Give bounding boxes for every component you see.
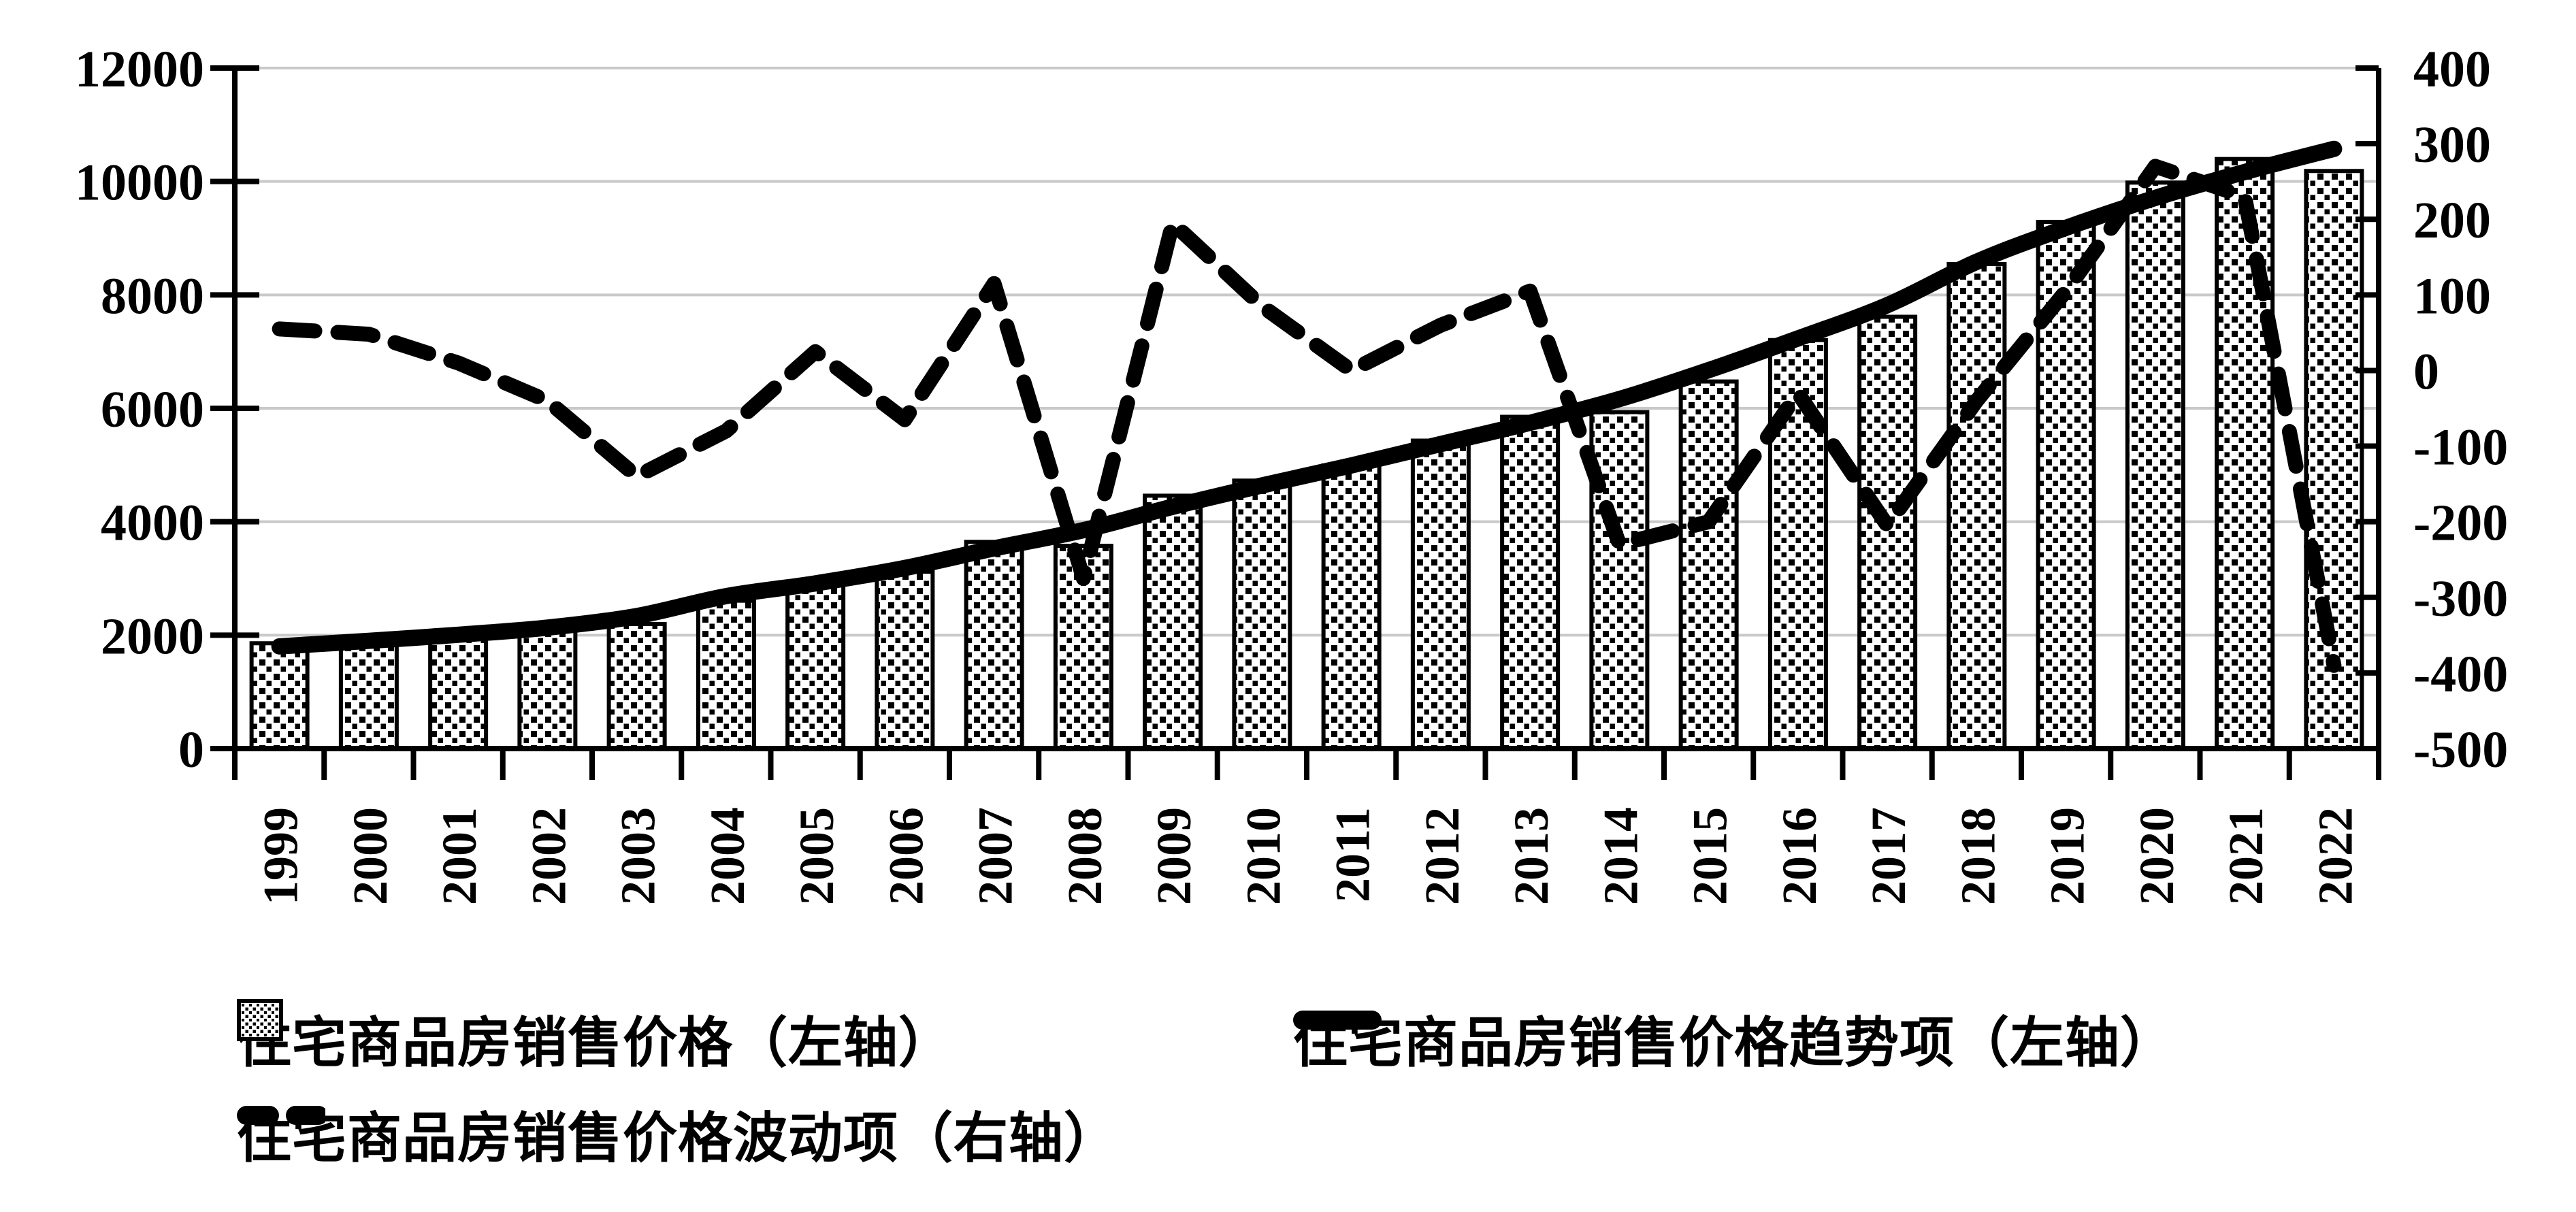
right-axis-label--200: -200 [2413,495,2508,552]
x-label-1999: 1999 [254,807,308,905]
cycle-line [272,159,2342,673]
left-axis-label-6000: 6000 [101,381,204,438]
x-label-2000: 2000 [343,807,397,905]
left-axis-label-0: 0 [178,721,204,779]
x-label-2007: 2007 [968,807,1023,905]
right-axis-label-100: 100 [2413,267,2491,325]
line-series [271,140,2343,673]
x-label-2021: 2021 [2219,807,2273,905]
bar-2020 [2125,180,2185,751]
right-axis-label-200: 200 [2413,192,2491,249]
gridlines [235,67,2379,637]
bar-2021 [2215,157,2275,751]
bar-2022 [2304,169,2364,751]
x-label-2012: 2012 [1415,807,1469,905]
axes [210,65,2381,780]
bar-2003 [606,621,667,751]
x-label-2022: 2022 [2308,807,2362,905]
x-label-2019: 2019 [2040,807,2095,905]
x-label-2006: 2006 [879,807,933,905]
bar-2011 [1321,463,1382,751]
bar-2006 [875,570,935,751]
bar-2010 [1232,478,1292,751]
right-axis-label-0: 0 [2413,343,2439,400]
right-axis-label--100: -100 [2413,419,2508,476]
x-label-2013: 2013 [1504,807,1559,905]
legend-label-trend: 住宅商品房销售价格趋势项（左轴） [1293,1014,2175,1074]
bar-2009 [1143,493,1203,751]
x-label-2014: 2014 [1593,807,1648,905]
right-axis-label--500: -500 [2413,721,2508,779]
x-label-2015: 2015 [1683,807,1738,905]
bar-2012 [1410,438,1471,751]
x-label-2003: 2003 [611,807,666,905]
bar-2007 [964,540,1024,751]
bar-2004 [696,598,756,751]
left-axis-label-2000: 2000 [101,608,204,665]
bar-2001 [428,632,489,751]
bar-series [249,157,2364,751]
x-label-2009: 2009 [1147,807,1201,905]
bar-2013 [1500,414,1561,751]
right-axis-label-300: 300 [2413,116,2491,174]
bar-2000 [338,636,399,751]
legend-item-cycle: 住宅商品房销售价格波动项（右轴） [237,1094,1119,1173]
solid-line-swatch-icon [1293,1011,1382,1030]
trend-line [271,140,2343,655]
legend-label-cycle: 住宅商品房销售价格波动项（右轴） [237,1109,1119,1169]
right-axis-label--300: -300 [2413,570,2508,627]
x-label-2016: 2016 [1772,807,1827,905]
x-label-2020: 2020 [2130,807,2184,905]
legend-label-price: 住宅商品房销售价格（左轴） [237,1014,953,1074]
left-axis-label-12000: 12000 [75,41,204,98]
left-axis-label-4000: 4000 [101,495,204,552]
legend-item-trend: 住宅商品房销售价格趋势项（左轴） [1293,999,2175,1078]
x-label-2011: 2011 [1326,807,1380,902]
x-label-2005: 2005 [789,807,844,905]
bar-2005 [785,580,846,751]
x-label-2001: 2001 [432,807,487,905]
bar-2002 [517,627,578,751]
x-label-2004: 2004 [700,807,755,905]
right-axis-label-400: 400 [2413,41,2491,98]
axis-labels: 020004000600080001000012000-500-400-300-… [75,41,2508,905]
x-label-2010: 2010 [1236,807,1290,905]
bar-2018 [1946,262,2007,751]
x-label-2002: 2002 [521,807,576,905]
bar-2014 [1589,410,1650,751]
x-label-2017: 2017 [1861,807,1916,905]
x-label-2018: 2018 [1951,807,2005,905]
left-axis-label-8000: 8000 [101,267,204,325]
bar-1999 [249,641,310,751]
dashed-line-swatch-icon [237,1106,325,1125]
dotted-bar-swatch-icon [237,999,283,1041]
right-axis-label--400: -400 [2413,646,2508,703]
bar-2015 [1678,379,1739,751]
x-label-2008: 2008 [1058,807,1112,905]
bar-2017 [1857,314,1918,751]
left-axis-label-10000: 10000 [75,154,204,212]
legend-item-price: 住宅商品房销售价格（左轴） [237,999,953,1078]
